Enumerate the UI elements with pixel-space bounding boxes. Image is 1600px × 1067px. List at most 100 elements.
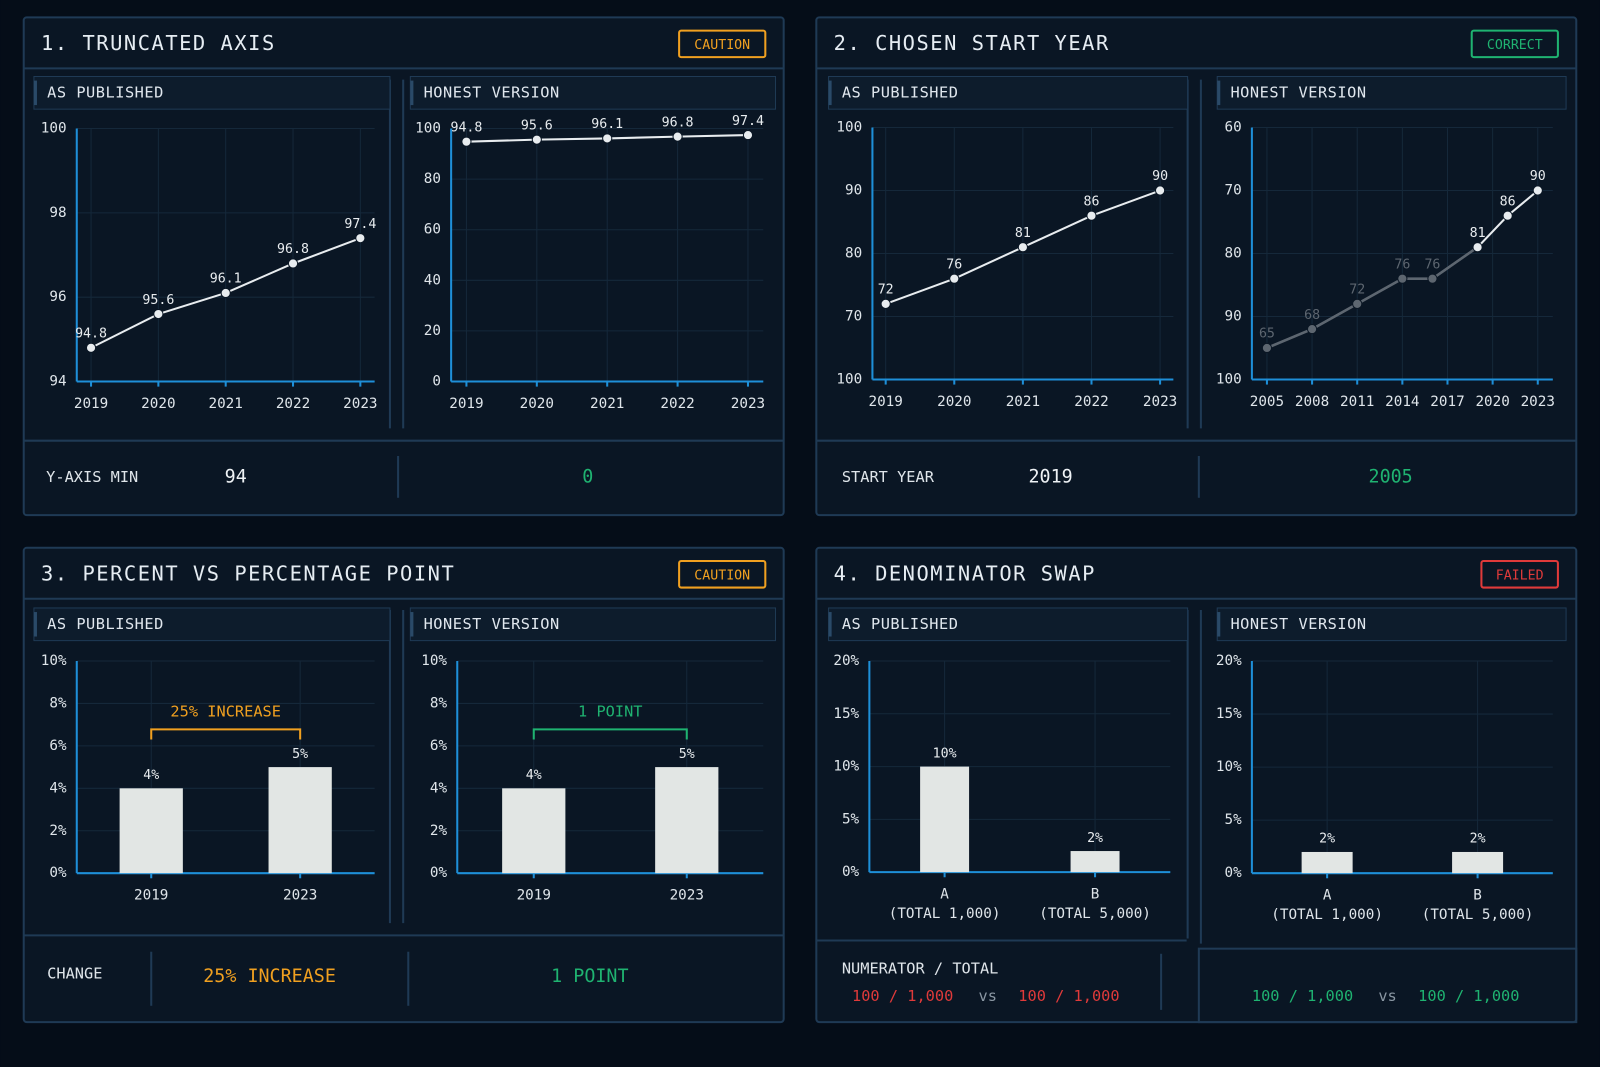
y-tick-label: 60 (1225, 120, 1242, 136)
point (1154, 185, 1166, 196)
subheader-accent (33, 80, 37, 106)
annotation: 25% INCREASE (170, 703, 281, 721)
x-tick-label: A (940, 887, 949, 903)
point (1017, 242, 1028, 253)
y-tick-label: 90 (1225, 308, 1242, 324)
bar (1070, 851, 1120, 873)
y-tick-label: 98 (49, 205, 66, 221)
value-label: 97.4 (344, 217, 376, 232)
y-tick-label: 10% (1216, 759, 1242, 775)
line-segment-tint (1431, 246, 1479, 280)
point (1427, 273, 1438, 284)
point (949, 273, 960, 284)
y-tick-label: 20% (833, 653, 859, 669)
subheader (409, 75, 777, 110)
point (1086, 210, 1097, 221)
point (355, 233, 366, 244)
badge-text: CORRECT (1487, 38, 1543, 53)
panel-title: 2. CHOSEN START YEAR (834, 31, 1110, 55)
x-tick-label: B (1091, 887, 1100, 903)
footer-honest: 1 POINT (551, 966, 628, 987)
y-tick-label: 96 (49, 289, 66, 305)
subheader-accent (1217, 80, 1221, 106)
annotation-bracket (150, 728, 302, 740)
x-tick-label: 2019 (869, 394, 903, 410)
y-tick-label: 0% (842, 864, 860, 880)
x-tick-label: 2023 (283, 888, 317, 904)
point (1261, 342, 1273, 354)
y-tick-label: 94 (49, 374, 66, 390)
x-tick-label: 2014 (1385, 394, 1419, 410)
point (461, 136, 472, 147)
y-tick-label: 15% (833, 706, 859, 722)
subheader (1216, 607, 1567, 642)
line-segment-tint (1311, 302, 1358, 331)
value-label: 65 (1259, 327, 1275, 342)
subheader-title: AS PUBLISHED (842, 615, 959, 633)
badge-text: CAUTION (694, 38, 750, 53)
subheader-title: HONEST VERSION (424, 615, 560, 633)
value-label: 5% (679, 747, 695, 762)
subheader-accent (828, 80, 832, 106)
panel-title: 3. PERCENT VS PERCENTAGE POINT (41, 561, 455, 585)
value-label: 10% (933, 746, 957, 761)
x-tick-label: 2023 (731, 396, 765, 412)
value-label: 94.8 (450, 120, 482, 135)
point (1306, 323, 1318, 335)
footer-published: 100 / 1,000 (1018, 987, 1119, 1005)
footer-label: NUMERATOR / TOTAL (842, 960, 999, 978)
point (287, 258, 299, 269)
y-tick-label: 4% (49, 780, 67, 796)
y-tick-label: 100 (836, 120, 862, 136)
bar (1301, 851, 1353, 874)
subheader (1216, 75, 1567, 110)
value-label: 86 (1500, 194, 1516, 209)
value-label: 76 (1424, 257, 1440, 272)
x-tick-label: 2021 (1006, 394, 1040, 410)
footer-published: vs (978, 987, 996, 1005)
panel-title: 1. TRUNCATED AXIS (41, 31, 276, 55)
value-label: 4% (143, 768, 159, 783)
subheader-title: AS PUBLISHED (842, 83, 959, 101)
y-tick-label: 20% (1216, 653, 1242, 669)
value-label: 96.8 (662, 115, 694, 130)
x-tick-label: 2021 (209, 396, 243, 412)
value-label: 90 (1530, 169, 1546, 184)
x-tick-sublabel: (TOTAL 1,000) (889, 906, 1001, 922)
y-tick-label: 70 (845, 308, 862, 324)
point (1397, 273, 1408, 284)
x-tick-label: 2022 (660, 396, 694, 412)
bar (502, 788, 566, 874)
y-tick-label: 60 (424, 222, 441, 238)
footer-label: CHANGE (47, 965, 102, 983)
value-label: 81 (1015, 226, 1031, 241)
point (1472, 242, 1483, 253)
y-tick-label: 0% (49, 865, 67, 881)
value-label: 90 (1152, 169, 1168, 184)
subheader-title: AS PUBLISHED (47, 83, 164, 101)
y-tick-label: 80 (424, 171, 441, 187)
subheader-accent (410, 80, 414, 106)
badge (1480, 560, 1559, 589)
line-segment-tint (1266, 327, 1313, 350)
value-label: 94.8 (75, 326, 107, 341)
badge (1470, 29, 1559, 59)
annotation-bracket (532, 728, 688, 740)
point (1502, 210, 1513, 221)
y-tick-label: 0% (430, 865, 448, 881)
y-tick-label: 10% (833, 759, 859, 775)
y-tick-label: 80 (1225, 245, 1242, 261)
point (672, 131, 683, 142)
x-tick-label: 2021 (590, 396, 624, 412)
value-label: 97.4 (732, 114, 764, 129)
subheader (828, 75, 1189, 110)
x-tick-label: 2022 (276, 396, 310, 412)
y-tick-label: 6% (49, 738, 67, 754)
x-tick-label: 2023 (1521, 394, 1555, 410)
point (153, 308, 164, 320)
subheader-title: HONEST VERSION (1230, 615, 1366, 633)
subheader-title: HONEST VERSION (424, 83, 560, 101)
point (1532, 185, 1543, 196)
point (220, 287, 231, 299)
